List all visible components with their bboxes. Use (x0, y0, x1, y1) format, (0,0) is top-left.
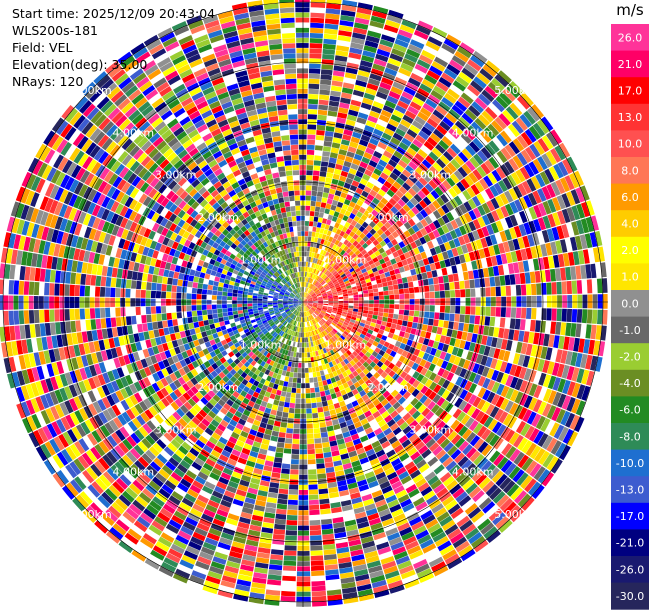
colorbar-swatch (611, 50, 649, 78)
colorbar-swatch (611, 157, 649, 185)
colorbar-tick-label: 4.0 (621, 218, 639, 231)
range-label: 4.00km (452, 466, 494, 479)
start-time: Start time: 2025/12/09 20:43:04 (12, 6, 216, 21)
range-label: 4.00km (452, 126, 494, 139)
range-label: 5.00km (494, 84, 536, 97)
colorbar-tick-label: -8.0 (619, 430, 640, 443)
range-label: 2.00km (197, 381, 239, 394)
colorbar-unit: m/s (616, 1, 644, 19)
velocity-gates (0, 0, 608, 607)
colorbar-tick-label: 26.0 (618, 31, 643, 44)
colorbar-swatch (611, 263, 649, 291)
colorbar-swatch (611, 130, 649, 158)
colorbar-tick-label: 0.0 (621, 297, 639, 310)
colorbar-tick-label: -10.0 (616, 457, 644, 470)
colorbar-swatch (611, 369, 649, 397)
range-label: 4.00km (113, 126, 155, 139)
colorbar-swatch (611, 556, 649, 584)
colorbar-swatch (611, 183, 649, 211)
colorbar-tick-label: 6.0 (621, 191, 639, 204)
colorbar-tick-label: 17.0 (618, 85, 643, 98)
colorbar-tick-label: 10.0 (618, 138, 643, 151)
colorbar-swatch (611, 529, 649, 557)
range-label: 2.00km (367, 381, 409, 394)
colorbar-tick-label: 8.0 (621, 164, 639, 177)
colorbar-swatch (611, 290, 649, 318)
range-label: 5.00km (70, 508, 112, 521)
colorbar-swatch (611, 316, 649, 344)
colorbar-swatch (611, 502, 649, 530)
range-label: 1.00km (240, 338, 282, 351)
colorbar-tick-label: 21.0 (618, 58, 643, 71)
colorbar-tick-label: -21.0 (616, 537, 644, 550)
colorbar-tick-label: -6.0 (619, 404, 640, 417)
colorbar-swatch (611, 24, 649, 52)
colorbar-tick-label: -30.0 (616, 590, 644, 603)
range-label: 2.00km (197, 211, 239, 224)
colorbar-swatch (611, 476, 649, 504)
range-rings (0, 0, 608, 607)
nrays: NRays: 120 (12, 74, 84, 89)
range-label: 2.00km (367, 211, 409, 224)
colorbar-tick-label: -1.0 (619, 324, 640, 337)
colorbar-tick-label: 13.0 (618, 111, 643, 124)
colorbar-tick-label: -2.0 (619, 351, 640, 364)
field-name: Field: VEL (12, 40, 73, 55)
colorbar-tick-label: -26.0 (616, 563, 644, 576)
colorbar-swatch (611, 423, 649, 451)
range-label: 3.00km (410, 423, 452, 436)
colorbar-swatch (611, 396, 649, 424)
colorbar-swatch (611, 449, 649, 477)
colorbar-tick-label: -4.0 (619, 377, 640, 390)
scan-info: Start time: 2025/12/09 20:43:04 WLS200s-… (12, 5, 215, 90)
colorbar-swatch (611, 210, 649, 238)
range-label: 1.00km (325, 254, 367, 267)
range-label: 3.00km (155, 423, 197, 436)
colorbar-tick-label: -13.0 (616, 484, 644, 497)
colorbar-tick-label: 2.0 (621, 244, 639, 257)
range-label: 1.00km (240, 254, 282, 267)
colorbar-swatch (611, 582, 649, 610)
range-label: 3.00km (410, 169, 452, 182)
range-label: 5.00km (494, 508, 536, 521)
range-label: 3.00km (155, 169, 197, 182)
colorbar-swatch (611, 77, 649, 105)
colorbar-swatch (611, 103, 649, 131)
colorbar-tick-label: -17.0 (616, 510, 644, 523)
range-label: 4.00km (113, 466, 155, 479)
colorbar-swatch (611, 343, 649, 371)
colorbar-swatch (611, 236, 649, 264)
range-label: 1.00km (325, 338, 367, 351)
elevation: Elevation(deg): 35.00 (12, 57, 148, 72)
site-name: WLS200s-181 (12, 23, 98, 38)
colorbar-tick-label: 1.0 (621, 271, 639, 284)
range-labels: 1.00km 1.00km 1.00km 1.00km 2.00km 2.00km 2.00… (70, 84, 536, 521)
range-label: 5.00km (70, 84, 112, 97)
